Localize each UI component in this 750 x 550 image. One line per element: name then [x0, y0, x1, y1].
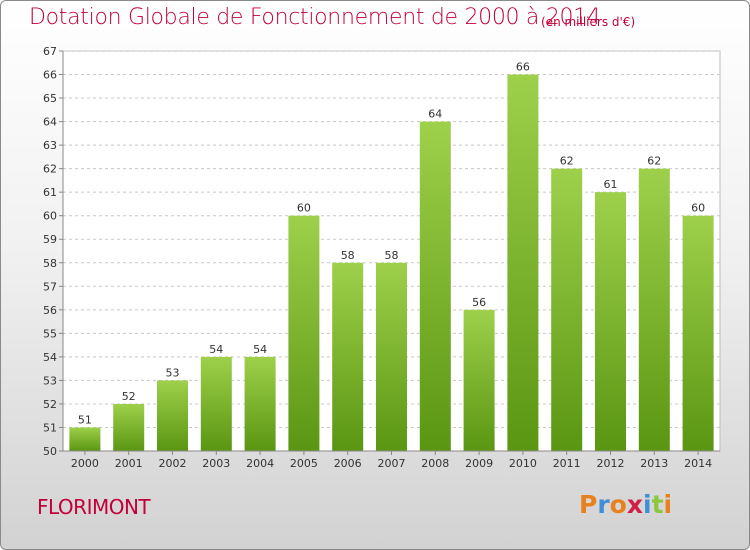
bar: [595, 192, 626, 452]
y-tick-label: 57: [43, 280, 57, 293]
bar: [551, 168, 583, 451]
bar: [332, 262, 364, 451]
y-tick-label: 58: [43, 257, 57, 270]
x-tick-label: 2012: [597, 457, 625, 470]
y-tick-label: 56: [43, 304, 57, 317]
bar-value-label: 64: [428, 108, 442, 121]
bar-value-label: 54: [253, 343, 267, 356]
bar: [638, 168, 670, 451]
x-tick-label: 2013: [640, 457, 668, 470]
y-tick-label: 61: [43, 186, 57, 199]
x-tick-label: 2007: [378, 457, 406, 470]
x-tick-label: 2003: [202, 457, 230, 470]
logo-letter: i: [643, 490, 652, 519]
x-tick-label: 2001: [115, 457, 143, 470]
y-tick-label: 60: [43, 210, 57, 223]
bar-value-label: 66: [516, 61, 530, 74]
bar: [200, 356, 232, 451]
y-tick-label: 51: [43, 421, 57, 434]
bar-value-label: 54: [209, 343, 223, 356]
logo-letter: t: [651, 490, 664, 519]
proxiti-logo: Proxiti: [579, 490, 672, 519]
y-tick-label: 50: [43, 445, 57, 458]
y-tick-label: 53: [43, 374, 57, 387]
y-tick-label: 54: [43, 351, 57, 364]
logo-letter: i: [663, 490, 673, 519]
bar: [463, 309, 495, 451]
bar-value-label: 62: [560, 155, 574, 168]
logo-letter: x: [626, 490, 643, 519]
bar: [113, 403, 145, 451]
logo-letter: P: [579, 490, 598, 519]
commune-name: FLORIMONT: [37, 495, 151, 519]
bar: [157, 380, 188, 451]
bar: [376, 262, 407, 451]
y-tick-label: 55: [43, 327, 57, 340]
bar: [288, 215, 320, 451]
bar-value-label: 62: [647, 155, 661, 168]
logo-letter: o: [609, 490, 627, 519]
chart-title: Dotation Globale de Fonctionnement de 20…: [29, 5, 601, 30]
y-tick-label: 66: [43, 69, 57, 82]
y-tick-label: 59: [43, 233, 57, 246]
y-tick-label: 63: [43, 139, 57, 152]
bar-value-label: 53: [166, 366, 180, 379]
x-tick-label: 2002: [159, 457, 187, 470]
x-tick-label: 2004: [246, 457, 274, 470]
x-tick-label: 2005: [290, 457, 318, 470]
x-tick-label: 2014: [684, 457, 712, 470]
y-tick-label: 62: [43, 163, 57, 176]
x-tick-label: 2011: [553, 457, 581, 470]
bar-value-label: 61: [604, 178, 618, 191]
x-tick-label: 2000: [71, 457, 99, 470]
bar: [244, 356, 276, 451]
bar-value-label: 58: [341, 249, 355, 262]
bar: [419, 121, 451, 452]
x-tick-label: 2008: [421, 457, 449, 470]
x-tick-label: 2010: [509, 457, 537, 470]
x-tick-label: 2006: [334, 457, 362, 470]
bar-value-label: 58: [385, 249, 399, 262]
bar: [69, 427, 101, 451]
y-tick-label: 67: [43, 45, 57, 58]
y-tick-label: 64: [43, 116, 57, 129]
chart-subtitle: (en milliers d'€): [541, 15, 636, 29]
bar: [682, 215, 714, 451]
bar-value-label: 56: [472, 296, 486, 309]
bar-value-label: 51: [78, 413, 92, 426]
bar-value-label: 60: [691, 202, 705, 215]
bar-value-label: 52: [122, 390, 136, 403]
y-tick-label: 65: [43, 92, 57, 105]
logo-letter: r: [597, 490, 610, 519]
bar-value-label: 60: [297, 202, 311, 215]
bar: [507, 74, 539, 451]
y-tick-label: 52: [43, 398, 57, 411]
x-tick-label: 2009: [465, 457, 493, 470]
